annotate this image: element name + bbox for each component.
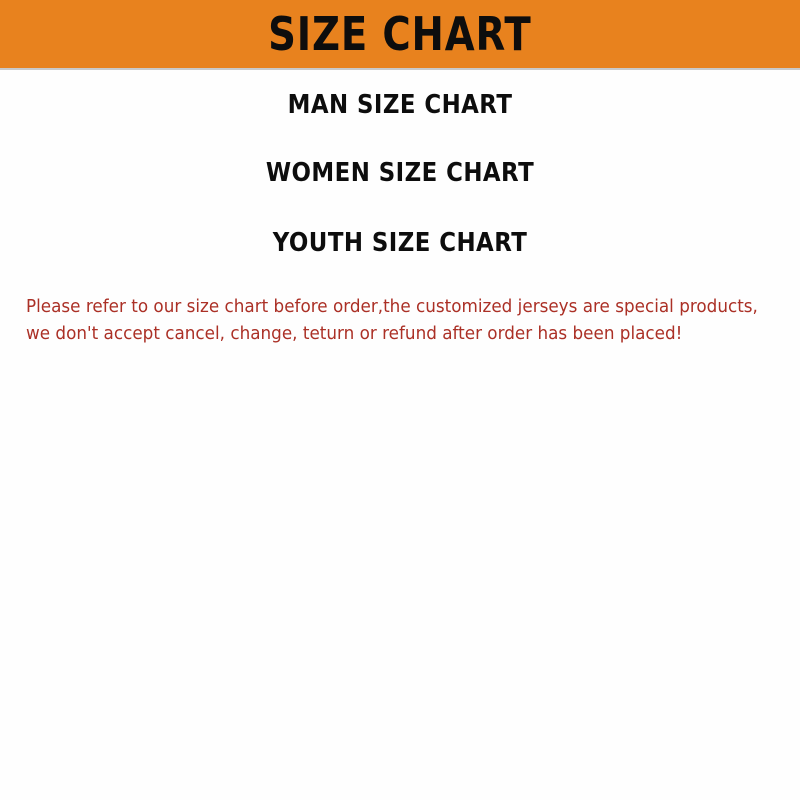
- section-title-women: WOMEN SIZE CHART: [265, 158, 535, 188]
- order-policy-note: Please refer to our size chart before or…: [26, 294, 758, 348]
- order-policy-note-line-1: Please refer to our size chart before or…: [26, 297, 758, 317]
- order-policy-note-line-2: we don't accept cancel, change, teturn o…: [26, 324, 683, 345]
- page-banner: SIZE CHART: [0, 0, 800, 70]
- section-title-youth: YOUTH SIZE CHART: [272, 228, 528, 258]
- section-title-man: MAN SIZE CHART: [287, 90, 513, 120]
- banner-title: SIZE CHART: [268, 7, 532, 61]
